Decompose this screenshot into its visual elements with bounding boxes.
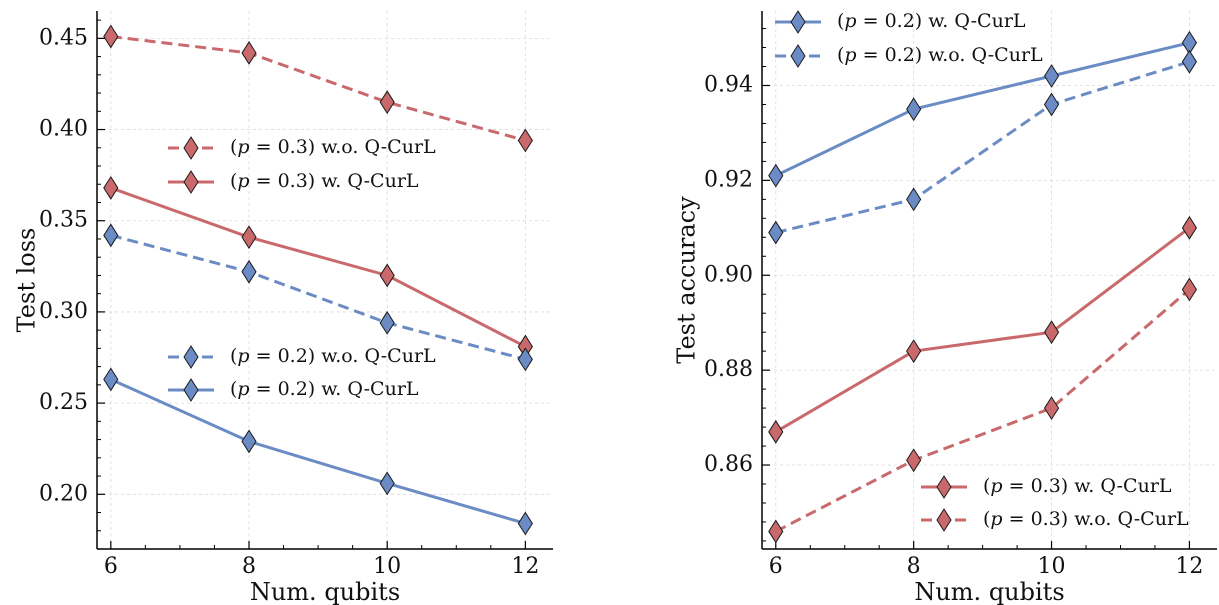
y-tick-label: 0.92 [704, 167, 753, 192]
data-point-marker [1043, 64, 1060, 88]
series-2 [103, 223, 533, 372]
data-point-marker [379, 471, 395, 496]
data-point-marker [768, 163, 784, 188]
data-point-marker [379, 310, 395, 335]
data-point-marker [241, 225, 257, 250]
x-axis-label: Num. qubits [250, 578, 400, 605]
legend-label: (p = 0.2) w. Q-CurL [230, 378, 419, 400]
legend-label: (p = 0.3) w.o. Q-CurL [983, 508, 1189, 530]
legend-label: (p = 0.3) w. Q-CurL [983, 475, 1172, 497]
data-point-marker [379, 90, 395, 115]
legend-marker-sample [790, 10, 806, 34]
legend-label: (p = 0.3) w.o. Q-CurL [230, 136, 436, 158]
y-tick-label: 0.35 [39, 208, 88, 233]
x-tick-label: 8 [242, 554, 256, 579]
legend: (p = 0.2) w. Q-CurL (p = 0.2) w.o. Q-CurL [775, 10, 1043, 68]
y-tick-label: 0.90 [704, 262, 753, 287]
x-tick-label: 6 [769, 554, 783, 579]
data-point-marker [103, 367, 119, 392]
data-point-marker [906, 339, 922, 364]
y-axis-label: Test accuracy [673, 196, 701, 364]
legend-marker-sample [183, 136, 199, 160]
data-point-marker [906, 448, 922, 473]
series-0 [103, 24, 533, 153]
data-point-marker [1043, 92, 1060, 117]
data-point-marker [1181, 49, 1198, 74]
x-tick-label: 8 [907, 554, 921, 579]
x-tick-label: 10 [1038, 554, 1066, 579]
data-point-marker [768, 519, 784, 544]
y-tick-label: 0.25 [39, 390, 88, 415]
series-1 [768, 49, 1198, 245]
legend-marker-sample [183, 345, 199, 369]
test-accuracy-chart: 6 8 10 12 0.86 0.88 0.90 0.92 0.94 Num. qubits Tes… [673, 10, 1217, 605]
legend-label: (p = 0.2) w.o. Q-CurL [837, 44, 1043, 66]
data-point-marker [1181, 277, 1198, 302]
data-point-marker [1043, 320, 1060, 345]
data-point-marker [379, 263, 395, 288]
series-line [775, 288, 1191, 533]
legend-marker-sample [936, 475, 952, 499]
y-axis-label: Test loss [13, 228, 41, 333]
series-line [110, 378, 526, 525]
y-tick-label: 0.40 [39, 117, 88, 142]
legend-marker-sample [183, 170, 199, 194]
legend-label: (p = 0.2) w.o. Q-CurL [230, 345, 436, 367]
legend: (p = 0.2) w.o. Q-CurL (p = 0.2) w. Q-CurL [168, 345, 436, 402]
series-line [110, 35, 526, 142]
data-point-marker [768, 419, 784, 444]
data-point-marker [103, 24, 119, 49]
x-tick-label: 10 [373, 554, 401, 579]
data-point-marker [1043, 396, 1060, 421]
grid [97, 11, 553, 549]
legend: (p = 0.3) w.o. Q-CurL (p = 0.3) w. Q-CurL [168, 136, 436, 194]
grid [762, 11, 1217, 549]
ticks [97, 19, 526, 550]
x-tick-label: 6 [104, 554, 118, 579]
data-point-marker [906, 97, 922, 122]
data-point-marker [768, 220, 784, 245]
legend-label: (p = 0.3) w. Q-CurL [230, 170, 419, 192]
y-tick-label: 0.86 [704, 452, 753, 477]
x-tick-label: 12 [1175, 554, 1203, 579]
series-1 [103, 175, 533, 359]
legend-label: (p = 0.2) w. Q-CurL [837, 10, 1026, 32]
series-3 [768, 277, 1198, 544]
legend: (p = 0.3) w. Q-CurL (p = 0.3) w.o. Q-CurL [921, 475, 1189, 532]
data-point-marker [103, 223, 119, 248]
test-loss-chart: 6 8 10 12 0.20 0.25 0.30 0.35 0.40 0.45 Num. qubit… [13, 11, 553, 605]
y-tick-label: 0.88 [704, 357, 753, 382]
data-point-marker [241, 429, 257, 454]
y-tick-label: 0.94 [704, 72, 753, 97]
legend-marker-sample [936, 508, 952, 532]
legend-marker-sample [790, 44, 806, 68]
data-point-marker [241, 259, 257, 284]
series-line [775, 226, 1191, 434]
series-line [775, 60, 1190, 235]
series-3 [103, 367, 533, 536]
data-point-marker [517, 128, 533, 153]
data-point-marker [241, 41, 257, 65]
data-point-marker [103, 175, 119, 200]
series-line [775, 41, 1190, 177]
y-tick-label: 0.20 [39, 481, 88, 506]
y-tick-label: 0.45 [39, 25, 88, 50]
series-2 [768, 215, 1198, 444]
series-line [110, 186, 527, 348]
legend-marker-sample [183, 378, 199, 402]
series-line [110, 233, 526, 361]
ticks [762, 28, 1191, 549]
data-point-marker [906, 187, 922, 212]
data-point-marker [1181, 215, 1198, 240]
x-axis-label: Num. qubits [914, 578, 1064, 605]
y-tick-label: 0.30 [39, 299, 88, 324]
data-point-marker [517, 347, 533, 372]
x-tick-label: 12 [511, 554, 539, 579]
data-point-marker [517, 511, 533, 536]
